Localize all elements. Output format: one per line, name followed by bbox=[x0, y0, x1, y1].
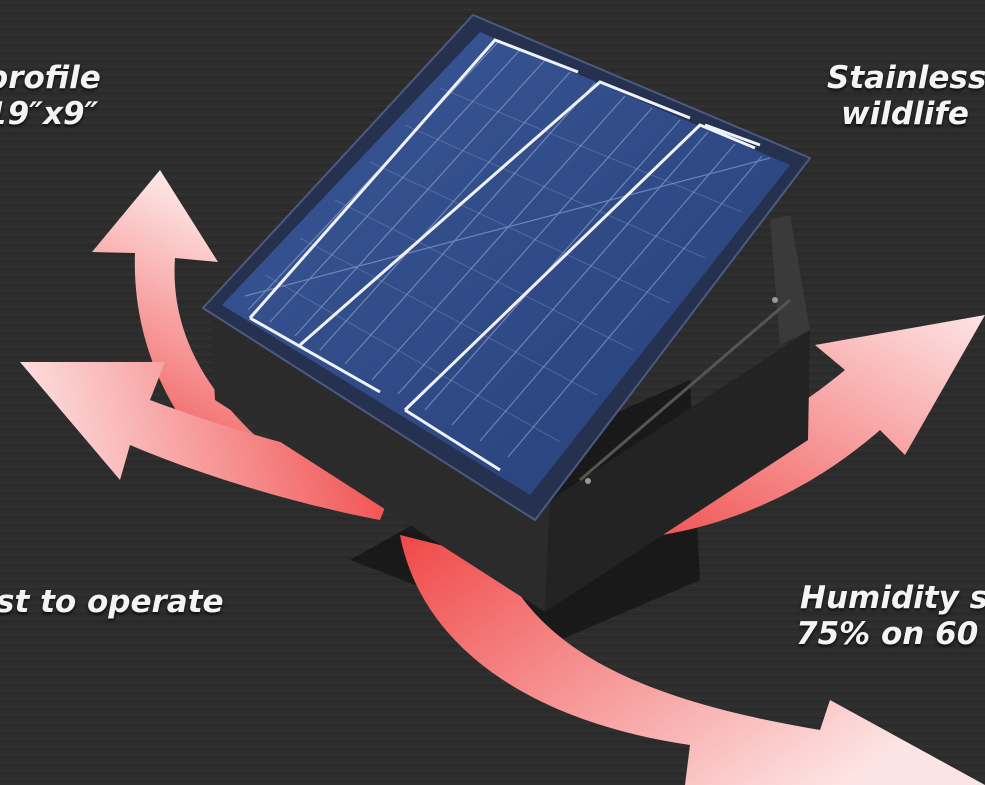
panel-busbars bbox=[248, 38, 761, 472]
caption-top-right: Stainless wildlife bbox=[827, 60, 985, 132]
airflow-arrow-upper-left bbox=[92, 170, 260, 460]
caption-top-left: profile 19″x9″ bbox=[0, 60, 101, 132]
caption-bottom-right-line2: 75% on 60 bbox=[796, 616, 979, 652]
solar-cell-grid bbox=[244, 39, 771, 458]
caption-top-left-line1: profile bbox=[0, 60, 101, 96]
caption-top-right-line2: wildlife bbox=[841, 96, 969, 132]
caption-bottom-right: Humidity s 75% on 60 bbox=[796, 580, 985, 652]
caption-bottom-left: st to operate bbox=[0, 584, 224, 620]
caption-top-left-line2: 19″x9″ bbox=[0, 96, 99, 132]
caption-top-right-line1: Stainless bbox=[827, 60, 985, 96]
fan-housing-side bbox=[545, 330, 810, 612]
airflow-arrow-left bbox=[20, 362, 400, 520]
airflow-arrow-bottom bbox=[400, 535, 985, 785]
fan-housing-front bbox=[210, 310, 550, 612]
caption-bottom-right-line1: Humidity s bbox=[800, 580, 985, 616]
solar-panel bbox=[222, 32, 790, 495]
caption-bottom-left-line1: st to operate bbox=[0, 584, 224, 620]
fan-housing-bracket bbox=[770, 215, 810, 345]
